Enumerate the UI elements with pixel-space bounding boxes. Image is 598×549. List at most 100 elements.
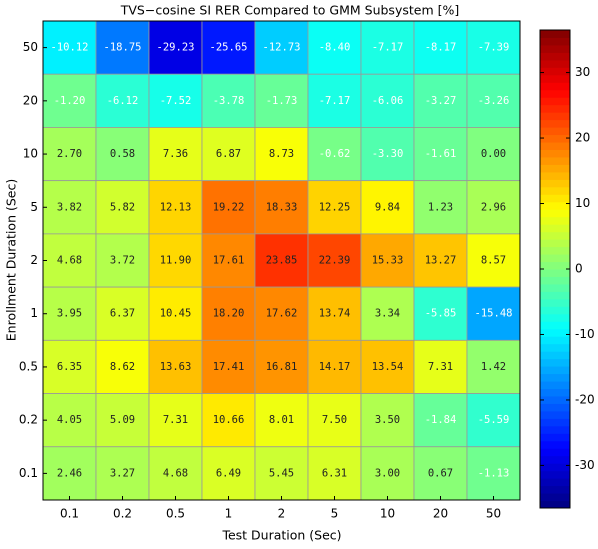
cell-label: 8.57 — [481, 255, 506, 267]
cell-label: -18.75 — [104, 42, 142, 54]
cell-label: 2.70 — [57, 148, 82, 160]
x-tick-label: 0.1 — [60, 507, 79, 521]
cell-label: 0.00 — [481, 148, 506, 160]
cell-label: 14.17 — [319, 361, 351, 373]
colorbar-tick-label: -30 — [575, 458, 595, 472]
cell-label: 4.68 — [57, 255, 82, 267]
heatmap-cell — [466, 446, 521, 501]
heatmap-cell — [95, 339, 150, 394]
heatmap-cell — [254, 339, 309, 394]
colorbar-swatch — [540, 298, 570, 307]
colorbar-tick-label: 0 — [575, 262, 583, 276]
heatmap-cell — [42, 20, 97, 75]
colorbar-swatch — [540, 410, 570, 419]
heatmap-cell — [201, 233, 256, 288]
cell-label: 15.33 — [372, 255, 404, 267]
heatmap-cell — [360, 339, 415, 394]
y-tick-label: 50 — [23, 40, 38, 54]
heatmap-cell — [360, 73, 415, 128]
cell-label: 2.46 — [57, 467, 82, 479]
colorbar-swatch — [540, 171, 570, 180]
x-tick-label: 20 — [433, 507, 448, 521]
cell-label: 10.45 — [160, 308, 192, 320]
cell-label: 6.35 — [57, 361, 82, 373]
heatmap-cell — [148, 73, 203, 128]
colorbar-swatch — [540, 500, 570, 509]
colorbar-swatch — [540, 425, 570, 434]
cell-label: 0.67 — [428, 467, 453, 479]
colorbar-swatch — [540, 127, 570, 136]
heatmap-cell — [42, 127, 97, 182]
cell-label: 13.54 — [372, 361, 404, 373]
colorbar-swatch — [540, 142, 570, 150]
heatmap-cell — [413, 73, 468, 128]
heatmap-cell — [307, 393, 362, 448]
cell-label: 22.39 — [319, 255, 351, 267]
x-tick-label: 5 — [331, 507, 339, 521]
colorbar-swatch — [540, 186, 570, 195]
cell-label: -3.78 — [213, 95, 245, 107]
heatmap-cell — [148, 393, 203, 448]
cell-label: 0.58 — [110, 148, 135, 160]
cell-label: 1.23 — [428, 201, 453, 213]
cell-label: 6.49 — [216, 467, 241, 479]
cell-label: 3.95 — [57, 308, 82, 320]
colorbar-swatch — [540, 261, 570, 270]
colorbar-swatch — [540, 366, 570, 375]
cell-label: 17.62 — [266, 308, 298, 320]
cell-label: 3.34 — [375, 308, 400, 320]
cell-label: 11.90 — [160, 255, 192, 267]
heatmap-cell — [466, 180, 521, 235]
cell-label: 3.82 — [57, 201, 82, 213]
cell-label: 6.31 — [322, 467, 347, 479]
cell-label: 3.27 — [110, 467, 135, 479]
cell-label: 4.05 — [57, 414, 82, 426]
colorbar-swatch — [540, 194, 570, 203]
cell-label: 13.74 — [319, 308, 351, 320]
heatmap-cell — [42, 180, 97, 235]
colorbar-swatch — [540, 269, 570, 277]
colorbar-swatch — [540, 37, 570, 46]
cell-label: -6.12 — [107, 95, 139, 107]
cell-label: -0.62 — [319, 148, 351, 160]
heatmap-cell — [307, 233, 362, 288]
heatmap-cell — [42, 286, 97, 341]
heatmap-cell — [201, 446, 256, 501]
heatmap-cell — [360, 127, 415, 182]
cell-label: -5.85 — [425, 308, 457, 320]
colorbar-swatch — [540, 328, 570, 337]
colorbar-swatch — [540, 373, 570, 382]
cell-label: -5.59 — [478, 414, 510, 426]
cell-label: 1.42 — [481, 361, 506, 373]
heatmap-cell — [201, 180, 256, 235]
heatmap-cell — [413, 286, 468, 341]
heatmap-cell — [42, 446, 97, 501]
heatmap-cell — [466, 73, 521, 128]
heatmap-cell — [148, 233, 203, 288]
cell-label: 4.68 — [163, 467, 188, 479]
colorbar-swatch — [540, 52, 570, 61]
cell-label: 7.36 — [163, 148, 188, 160]
cell-label: 8.01 — [269, 414, 294, 426]
colorbar-swatch — [540, 156, 570, 165]
colorbar-swatch — [540, 321, 570, 330]
heatmap-cell — [201, 127, 256, 182]
cell-label: -1.20 — [54, 95, 86, 107]
cell-label: -1.73 — [266, 95, 298, 107]
colorbar-swatch — [540, 74, 570, 83]
cell-label: 10.66 — [213, 414, 245, 426]
heatmap-cell — [95, 446, 150, 501]
cell-label: -3.30 — [372, 148, 404, 160]
heatmap-cell — [148, 127, 203, 182]
cell-label: 6.87 — [216, 148, 241, 160]
heatmap-cell — [254, 286, 309, 341]
cell-label: 3.50 — [375, 414, 400, 426]
y-tick-label: 2 — [30, 253, 38, 267]
colorbar-swatch — [540, 104, 570, 113]
colorbar-swatch — [540, 388, 570, 397]
x-tick-label: 10 — [380, 507, 395, 521]
colorbar-swatch — [540, 313, 570, 322]
colorbar-swatch — [540, 478, 570, 487]
heatmap-cell — [360, 233, 415, 288]
colorbar-swatch — [540, 470, 570, 479]
